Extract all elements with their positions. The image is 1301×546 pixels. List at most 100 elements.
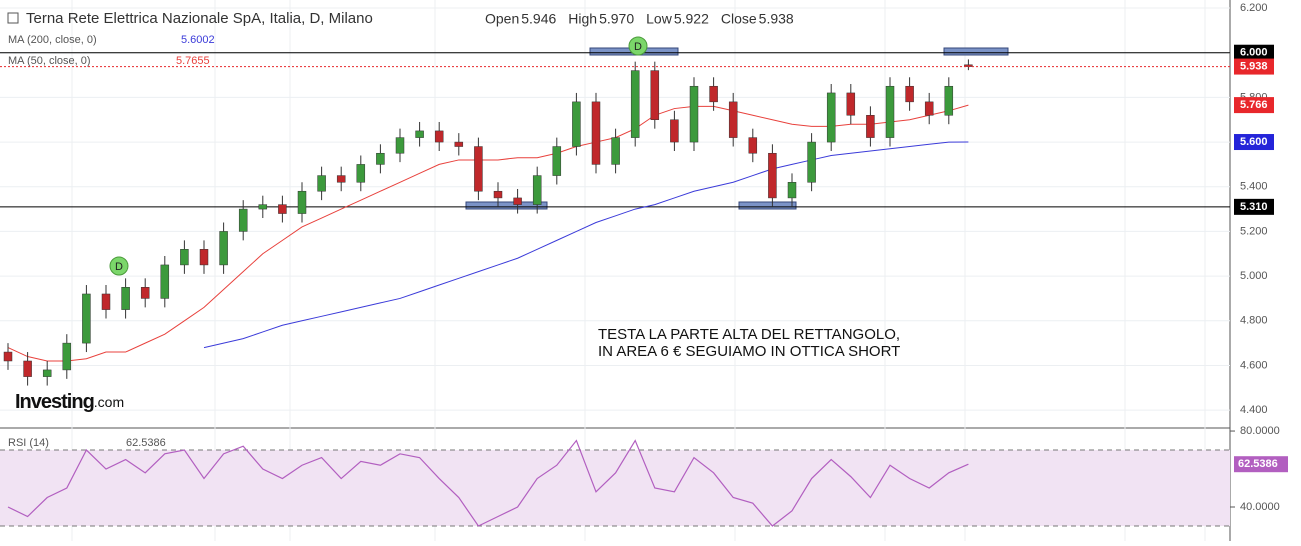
candle-body: [180, 249, 189, 266]
candle-body: [278, 204, 287, 214]
candle-body: [160, 264, 170, 299]
collapse-box: [7, 12, 19, 24]
ohlc-value: 5.938: [759, 11, 794, 27]
candle-body: [709, 85, 718, 103]
candle-body: [532, 175, 542, 205]
candle-body: [434, 130, 444, 143]
price-tag-bg: [1234, 134, 1274, 151]
candle-body: [944, 85, 954, 116]
ohlc-name: High: [568, 11, 597, 27]
candle-body: [846, 92, 856, 116]
candle-body: [474, 146, 483, 192]
candle-body: [807, 141, 816, 183]
candle-body: [101, 293, 111, 310]
candle-body: [866, 115, 875, 138]
candle-body: [238, 208, 248, 232]
logo-main: Investing: [15, 391, 94, 413]
candle-body: [454, 141, 464, 147]
y-tick-label: 5.200: [1240, 225, 1268, 237]
annotation: IN AREA 6 € SEGUIAMO IN OTTICA SHORT: [598, 343, 900, 360]
y-tick-label: 4.600: [1240, 359, 1268, 371]
logo-suffix: .com: [94, 394, 124, 410]
candle-body: [670, 119, 679, 143]
candle-body: [121, 287, 130, 310]
rsi-tick-label: 80.0000: [1240, 425, 1280, 437]
price-tag-bg: [1234, 58, 1274, 75]
candle-body: [140, 287, 150, 299]
candle-body: [787, 182, 797, 199]
legend-value: 5.6002: [181, 34, 215, 46]
candle-body: [42, 369, 52, 377]
price-tag: 5.766: [1240, 99, 1268, 111]
rsi-legend: RSI (14): [8, 437, 49, 449]
candle-body: [3, 351, 13, 362]
event-marker-label: D: [634, 41, 642, 53]
candle-body: [317, 175, 326, 192]
candle-body: [493, 190, 503, 199]
ma-line: [7, 104, 969, 362]
ohlc-value: 5.970: [599, 11, 634, 27]
candle-body: [885, 85, 895, 138]
legend-entry: MA (200, close, 0): [8, 34, 97, 46]
candle-body: [356, 164, 366, 183]
ohlc-value: 5.922: [674, 11, 709, 27]
candle-body: [82, 293, 91, 344]
candle-body: [591, 101, 601, 165]
ma-line: [203, 141, 969, 349]
level-tag: 5.310: [1240, 201, 1268, 213]
candle-body: [748, 137, 758, 154]
candle-body: [768, 152, 777, 199]
chart-title: Terna Rete Elettrica Nazionale SpA, Ital…: [26, 10, 373, 27]
event-marker: [628, 36, 648, 56]
ohlc-name: Low: [646, 11, 673, 27]
candle-body: [199, 249, 209, 266]
candle-body: [630, 70, 640, 138]
level-tag-bg: [1234, 198, 1274, 215]
logo: Investing.com: [15, 391, 124, 413]
event-marker-label: D: [115, 261, 123, 273]
legend-entry: MA (50, close, 0): [8, 55, 91, 67]
rsi-tag: 62.5386: [1238, 458, 1278, 470]
candle-body: [258, 204, 268, 210]
candle-body: [650, 70, 660, 120]
candle-body: [62, 342, 72, 371]
price-tag-bg: [1234, 97, 1274, 114]
candle-body: [552, 146, 562, 176]
legend-value: 5.7655: [176, 55, 210, 67]
y-tick-label: 4.400: [1240, 404, 1268, 416]
level-tag-bg: [1234, 44, 1274, 61]
candle-body: [23, 360, 32, 377]
candle-body: [415, 130, 424, 138]
level-tag: 6.000: [1240, 47, 1268, 59]
annotation: TESTA LA PARTE ALTA DEL RETTANGOLO,: [598, 326, 900, 343]
event-marker: [109, 256, 129, 276]
candle-body: [905, 85, 914, 103]
ohlc-name: Close: [721, 11, 757, 27]
ohlc-name: Open: [485, 11, 519, 27]
candle-body: [376, 152, 385, 165]
candle-body: [336, 175, 346, 183]
y-tick-label: 5.400: [1240, 181, 1268, 193]
rsi-tick-label: 40.0000: [1240, 501, 1280, 513]
candle-body: [611, 137, 620, 165]
rsi-line: [7, 439, 969, 527]
y-tick-label: 4.800: [1240, 315, 1268, 327]
y-tick-label: 6.200: [1240, 2, 1268, 14]
rsi-tag-bg: [1234, 456, 1288, 473]
y-tick-label: 5.000: [1240, 270, 1268, 282]
ohlc-value: 5.946: [521, 11, 556, 27]
candle-body: [219, 231, 228, 266]
price-tag: 5.600: [1240, 136, 1268, 148]
candle-body: [513, 197, 522, 205]
rsi-legend-value: 62.5386: [126, 437, 166, 449]
rsi-band: [0, 450, 1230, 526]
candle-body: [689, 85, 699, 143]
price-tag: 5.938: [1240, 60, 1268, 72]
candle-body: [728, 101, 738, 138]
candle-body: [297, 190, 307, 214]
candle-body: [572, 101, 581, 147]
candle-body: [924, 101, 934, 116]
candle-body: [826, 92, 836, 143]
